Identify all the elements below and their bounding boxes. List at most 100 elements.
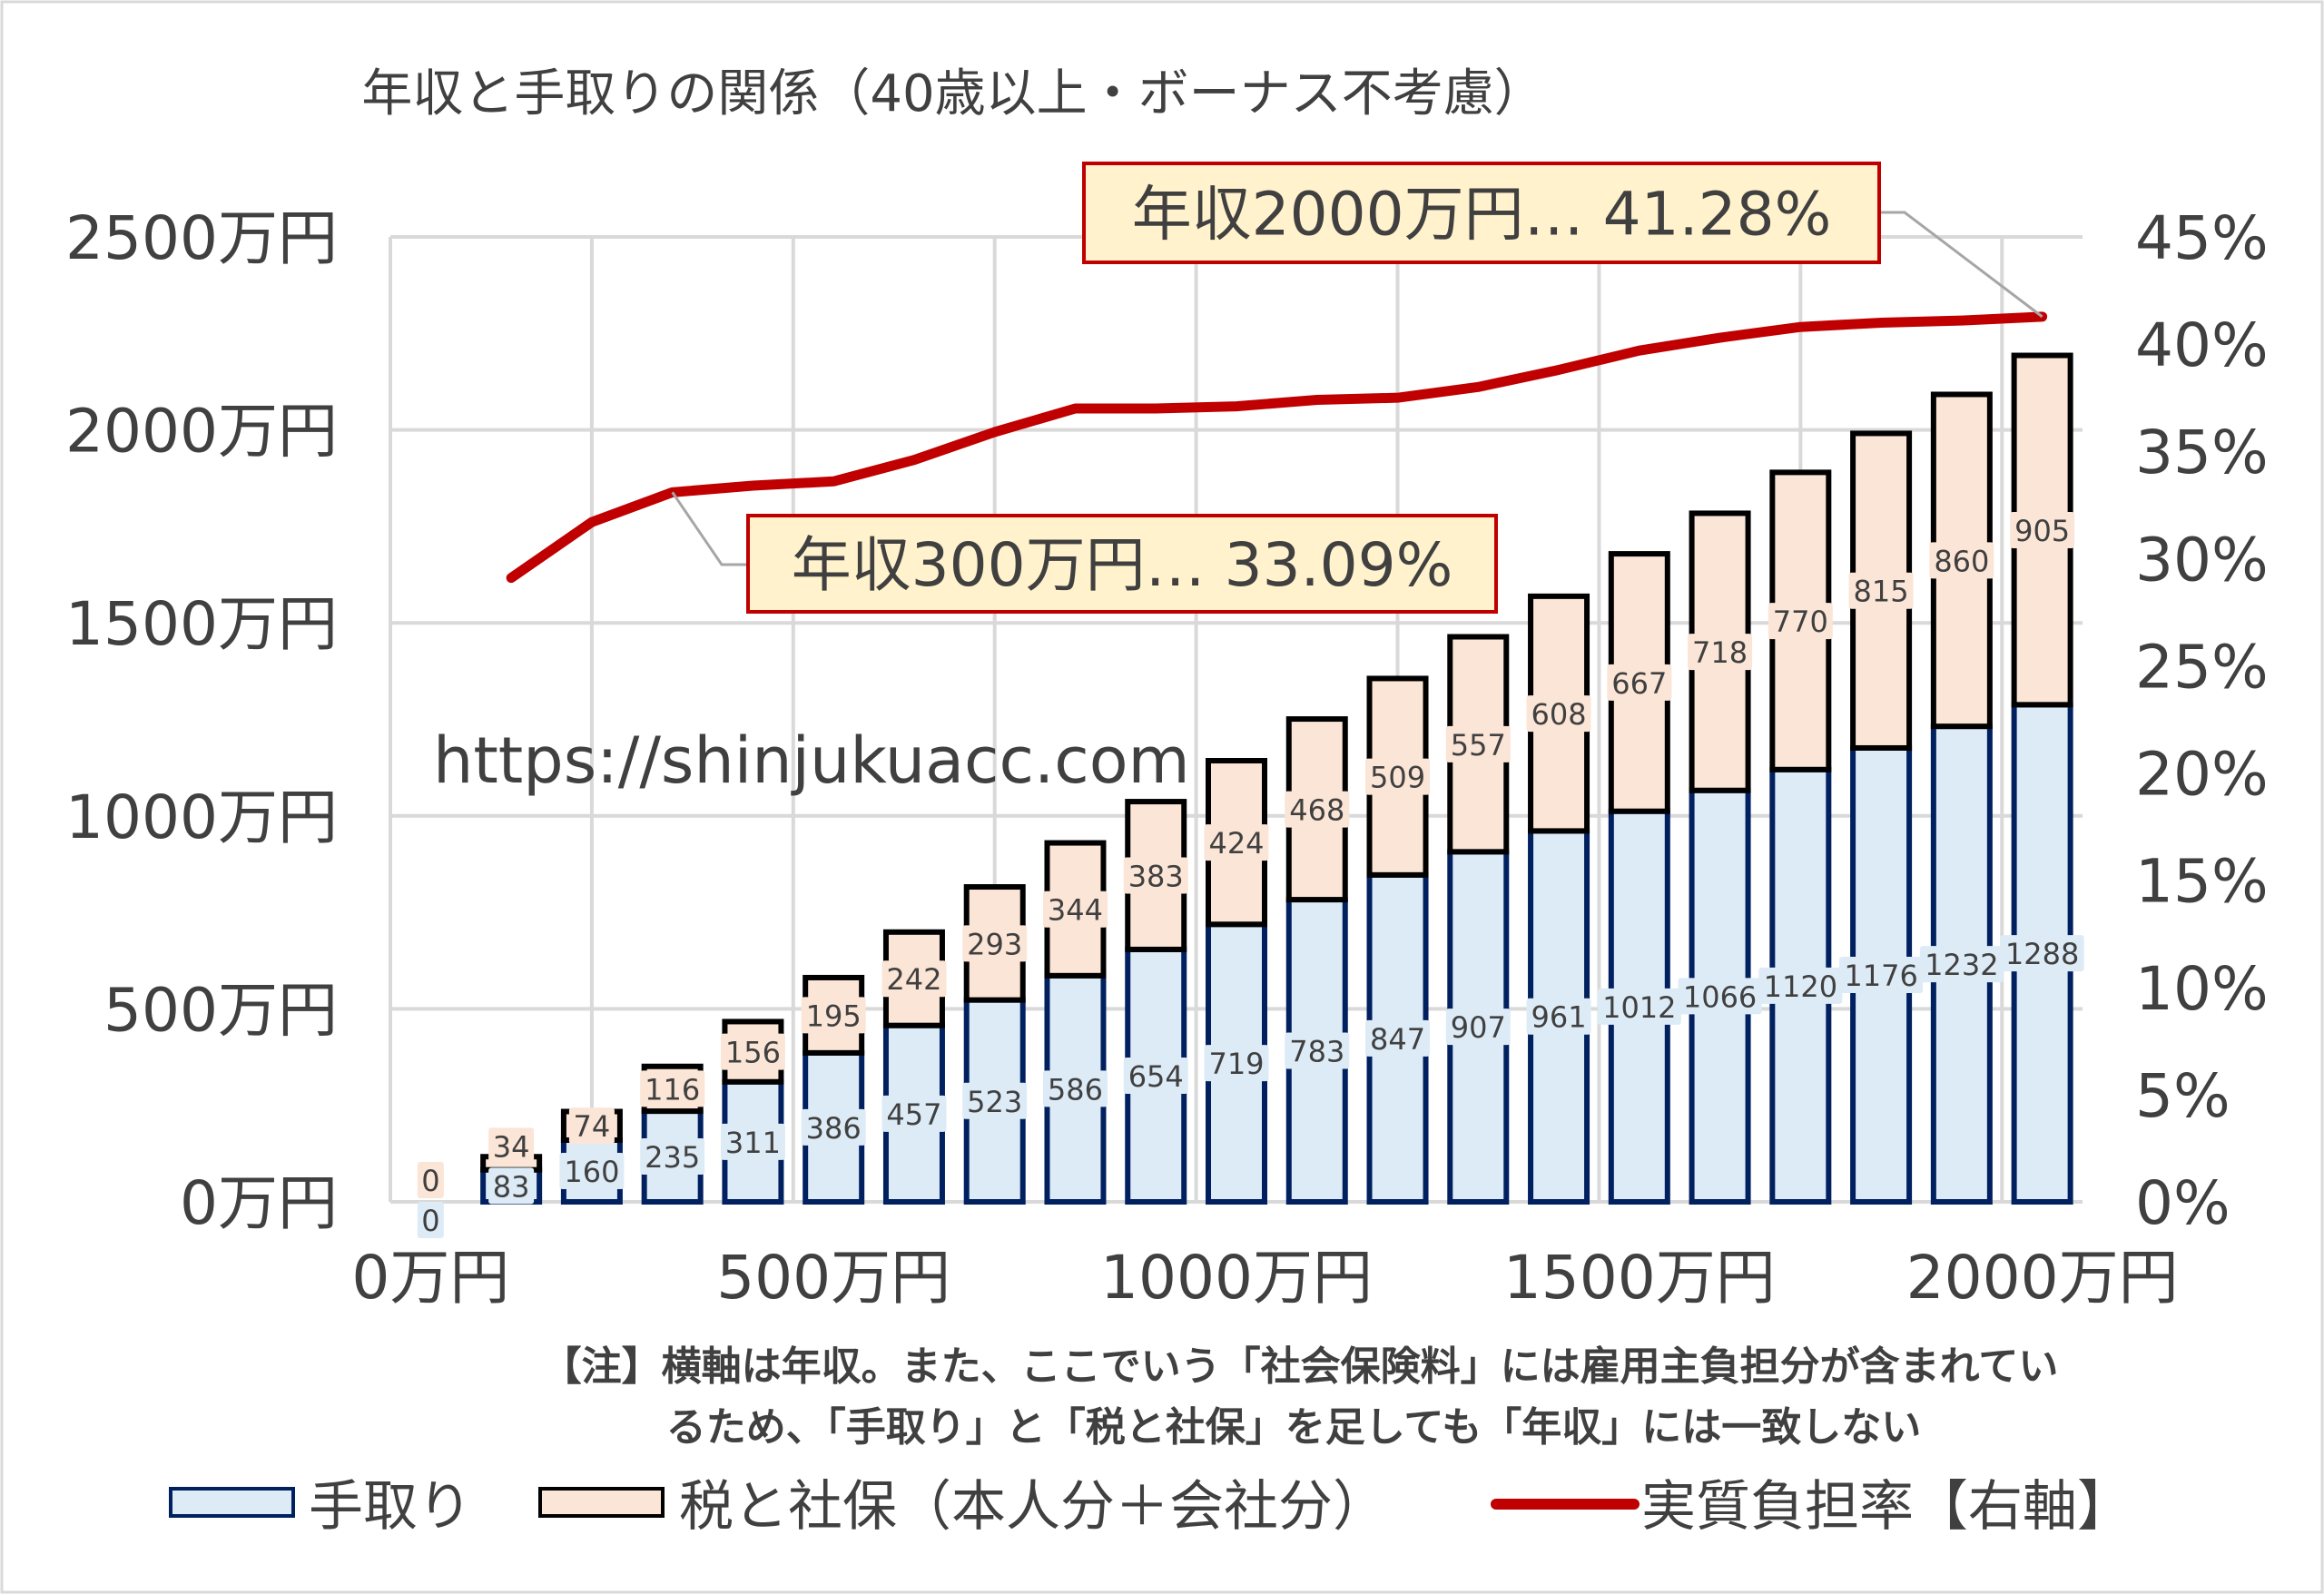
rate-point <box>911 458 916 462</box>
label-tax-bg <box>488 1127 535 1165</box>
rate-point <box>1235 404 1238 408</box>
legend-swatch-take-home <box>169 1487 295 1518</box>
label-tax-bg <box>1929 542 1994 579</box>
rate-point <box>1073 406 1078 410</box>
label-take-home: 311 <box>725 1126 781 1160</box>
label-tax-bg <box>1607 664 1672 701</box>
label-tax-bg <box>881 960 947 998</box>
label-take-home: 1176 <box>1844 959 1917 993</box>
label-take-home: 235 <box>645 1140 700 1175</box>
x-tick-label: 2000万円 <box>1906 1243 2179 1313</box>
y2-tick-label: 25% <box>2135 632 2269 702</box>
label-tax-bg <box>1688 634 1753 671</box>
rate-point <box>1959 319 1964 323</box>
legend-label-take-home: 手取り <box>309 1475 472 1539</box>
label-take-home: 654 <box>1128 1059 1184 1094</box>
label-take-home: 719 <box>1208 1047 1264 1081</box>
label-tax: 667 <box>1611 666 1667 701</box>
rate-point <box>1637 349 1641 353</box>
rate-point <box>589 520 594 525</box>
label-tax: 74 <box>574 1109 611 1144</box>
label-take-home: 1120 <box>1764 969 1837 1004</box>
y2-tick-label: 40% <box>2135 310 2269 380</box>
annotation-text: 年収2000万円… 41.28% <box>1132 180 1832 250</box>
y-tick-label: 1500万円 <box>65 589 338 659</box>
y2-tick-label: 10% <box>2135 954 2269 1024</box>
y2-tick-label: 35% <box>2135 418 2269 487</box>
legend-swatch-tax <box>538 1487 665 1518</box>
annotation-box <box>746 514 1498 614</box>
note-line-2: るため、「手取り」と「税と社保」を足しても「年収」には一致しない <box>666 1404 1921 1451</box>
y-tick-label: 0万円 <box>180 1168 338 1238</box>
rate-line-path <box>506 311 2048 584</box>
label-take-home-bg <box>488 1167 535 1205</box>
annotation-box <box>1082 162 1881 264</box>
rate-point <box>509 576 514 580</box>
label-take-home-bg <box>1123 1057 1188 1094</box>
label-take-home-bg <box>1919 946 2004 983</box>
label-tax-bg <box>1445 725 1511 763</box>
label-tax: 860 <box>1934 544 1989 578</box>
label-tax-bg <box>1042 890 1108 928</box>
y2-tick-label: 5% <box>2135 1061 2230 1131</box>
note-line-1: 【注】横軸は年収。また、ここでいう「社会保険料」には雇用主負担分が含まれてい <box>542 1343 2059 1390</box>
label-take-home: 386 <box>806 1111 862 1146</box>
chart-title: 年収と手取りの関係（40歳以上・ボーナス不考慮） <box>361 64 1544 123</box>
y-tick-label: 2500万円 <box>65 203 338 273</box>
y-tick-label: 2000万円 <box>65 397 338 467</box>
label-take-home-bg <box>1204 1045 1269 1082</box>
x-tick-label: 0万円 <box>351 1243 509 1313</box>
rate-point <box>1879 320 1884 325</box>
rate-point <box>1154 406 1158 410</box>
label-take-home-bg <box>1042 1070 1108 1107</box>
label-tax-bg <box>1768 603 1833 640</box>
annotation-leader <box>671 491 748 566</box>
y2-tick-label: 30% <box>2135 525 2269 595</box>
label-tax-bg <box>1526 695 1591 733</box>
label-tax: 718 <box>1692 635 1748 670</box>
label-take-home: 523 <box>967 1085 1022 1119</box>
y2-tick-label: 0% <box>2135 1168 2230 1238</box>
label-tax: 156 <box>725 1036 781 1070</box>
y2-tick-label: 20% <box>2135 740 2269 810</box>
label-take-home: 783 <box>1289 1035 1344 1069</box>
label-take-home: 1232 <box>1925 948 1998 982</box>
label-tax: 557 <box>1451 728 1506 763</box>
label-tax: 0 <box>421 1164 439 1198</box>
label-take-home-bg <box>640 1138 705 1176</box>
rate-point <box>1798 325 1803 330</box>
label-take-home: 1066 <box>1683 979 1757 1014</box>
label-tax-bg <box>1848 572 1914 609</box>
label-tax: 509 <box>1370 761 1425 795</box>
annotation-leader <box>1879 211 2043 319</box>
label-tax-bg <box>720 1033 785 1070</box>
y-tick-label: 500万円 <box>103 975 338 1045</box>
label-take-home-bg <box>2000 935 2084 972</box>
rate-point <box>1476 385 1481 389</box>
rate-point <box>1718 336 1722 340</box>
watermark: https://shinjukuacc.com <box>433 723 1190 798</box>
label-take-home-bg <box>1365 1019 1431 1057</box>
y2-tick-label: 45% <box>2135 203 2269 273</box>
label-tax: 242 <box>886 962 941 997</box>
label-tax-bg <box>1204 824 1269 861</box>
label-tax-bg <box>2010 511 2075 548</box>
label-take-home-bg <box>801 1108 866 1146</box>
rate-point <box>1315 398 1319 402</box>
label-tax-bg <box>962 925 1028 962</box>
rate-point <box>751 484 755 488</box>
label-take-home: 160 <box>564 1155 619 1189</box>
x-tick-label: 500万円 <box>716 1243 950 1313</box>
annotations: 年収2000万円… 41.28% 年収300万円… 33.09% <box>671 162 2043 614</box>
x-tick-label: 1500万円 <box>1503 1243 1776 1313</box>
label-take-home-bg <box>1678 978 1762 1015</box>
label-tax-bg <box>1123 857 1188 894</box>
x-tick-label: 1000万円 <box>1100 1243 1373 1313</box>
annotation-text: 年収300万円… 33.09% <box>792 530 1453 600</box>
label-take-home: 1012 <box>1602 990 1676 1025</box>
label-take-home: 907 <box>1451 1010 1506 1045</box>
label-tax-bg <box>801 997 866 1034</box>
label-tax-bg <box>417 1162 444 1198</box>
label-tax: 195 <box>806 999 862 1033</box>
